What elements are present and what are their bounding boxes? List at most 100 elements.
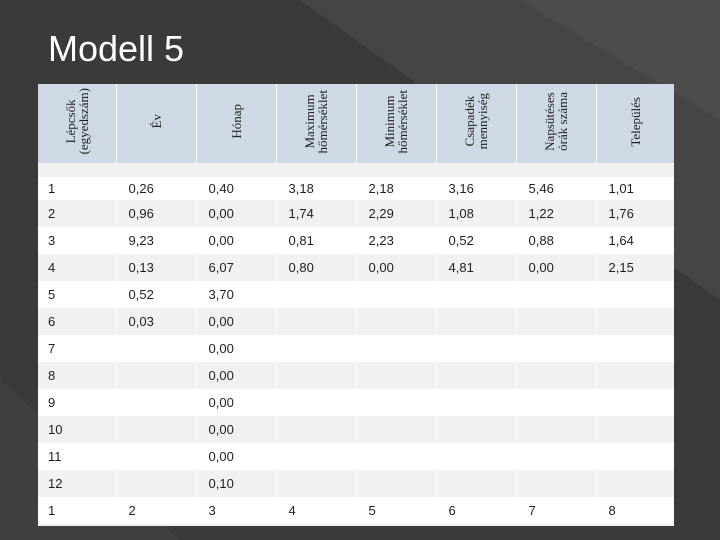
table-cell: 0,96 [115,200,196,227]
table-cell [275,281,356,308]
table-cell: 0,00 [515,254,596,281]
table-cell [275,308,356,335]
column-header: Napsütéses órák száma [515,84,596,177]
table-cell: 9,23 [115,227,196,254]
table-cell: 0,00 [195,227,276,254]
header-row: Lépcsők (egyedszám) Év Hónap Maximum hőmérs… [38,84,674,177]
table-row: 1 0,26 0,40 3,18 2,18 3,16 5,46 1,01 [38,170,674,200]
table-cell [275,443,356,470]
column-header-label: Település [627,96,643,147]
table-cell [435,389,516,416]
table-cell [115,335,196,362]
column-header-label: Minimum hőmérséklet [382,89,410,154]
table-row: 7 0,00 [38,335,674,362]
table-cell [595,470,674,497]
table-cell [275,389,356,416]
column-header: Maximum hőmérséklet [275,84,356,177]
table-cell [435,281,516,308]
table-cell [515,281,596,308]
table-cell: 0,00 [195,389,276,416]
table-cell: 0,00 [195,335,276,362]
table-cell [355,416,436,443]
table-cell: 3,18 [275,170,356,200]
column-header: Lépcsők (egyedszám) [38,84,116,177]
table-row: 4 0,13 6,07 0,80 0,00 4,81 0,00 2,15 [38,254,674,281]
table-cell: 7 [48,341,56,356]
table-cell: 0,00 [195,200,276,227]
table-cell [435,416,516,443]
table-cell [355,362,436,389]
table-cell [515,443,596,470]
table-cell [435,362,516,389]
table-cell [595,389,674,416]
table-cell: 1 [48,181,56,196]
table-cell [435,443,516,470]
table-cell: 0,52 [115,281,196,308]
table-cell [435,308,516,335]
table-body: 1 0,26 0,40 3,18 2,18 3,16 5,46 1,01 2 0,96 0,00 1,… [38,170,674,524]
table-cell: 11 [48,449,62,464]
column-header: Év [115,84,196,177]
table-cell: 2,23 [355,227,436,254]
table-cell: 2,18 [355,170,436,200]
table-cell [595,416,674,443]
table-row: 2 0,96 0,00 1,74 2,29 1,08 1,22 1,76 [38,200,674,227]
table-cell: 3,70 [195,281,276,308]
table-cell: 5,46 [515,170,596,200]
table-cell: 6 [435,497,516,524]
table-cell: 0,88 [515,227,596,254]
table-cell: 9 [48,395,56,410]
table-cell [435,470,516,497]
table-row: 12 0,10 [38,470,674,497]
table-cell [355,335,436,362]
table-row: 3 9,23 0,00 0,81 2,23 0,52 0,88 1,64 [38,227,674,254]
table-cell [275,335,356,362]
table-cell: 0,80 [275,254,356,281]
column-header-label: Hónap [228,104,244,139]
column-header: Csapadék mennyiség [435,84,516,177]
table-cell: 3 [195,497,276,524]
table-row: 8 0,00 [38,362,674,389]
table-cell: 6 [48,314,56,329]
slide-title: Modell 5 [48,28,185,69]
table-cell: 4 [48,260,56,275]
table-cell: 0,10 [195,470,276,497]
table-cell: 1 [48,503,56,518]
table-cell: 0,26 [115,170,196,200]
table-cell: 7 [515,497,596,524]
table-cell [515,308,596,335]
table-cell [515,389,596,416]
table-cell: 3 [48,233,56,248]
table-cell: 6,07 [195,254,276,281]
table-cell [355,281,436,308]
table-cell: 0,00 [195,443,276,470]
data-table: Lépcsők (egyedszám) Év Hónap Maximum hőmérs… [38,84,674,524]
table-cell: 5 [355,497,436,524]
table-cell: 0,40 [195,170,276,200]
table-cell: 0,00 [195,308,276,335]
table-cell [595,281,674,308]
table-cell: 1,76 [595,200,674,227]
column-header: Település [595,84,674,177]
table-cell [355,308,436,335]
table-cell [595,308,674,335]
table-cell [515,470,596,497]
table-cell [275,416,356,443]
table-cell: 2 [48,206,56,221]
table-cell [115,470,196,497]
table-cell [515,362,596,389]
table-cell: 4,81 [435,254,516,281]
table-cell: 0,00 [195,362,276,389]
table-cell: 1,22 [515,200,596,227]
column-header: Hónap [195,84,276,177]
table-cell: 0,52 [435,227,516,254]
column-header-label: Maximum hőmérséklet [302,89,330,154]
table-cell: 1,08 [435,200,516,227]
table-row: 5 0,52 3,70 [38,281,674,308]
table-cell: 0,81 [275,227,356,254]
table-cell: 0,00 [195,416,276,443]
table-cell [435,335,516,362]
table-cell: 1,74 [275,200,356,227]
table-cell: 0,13 [115,254,196,281]
